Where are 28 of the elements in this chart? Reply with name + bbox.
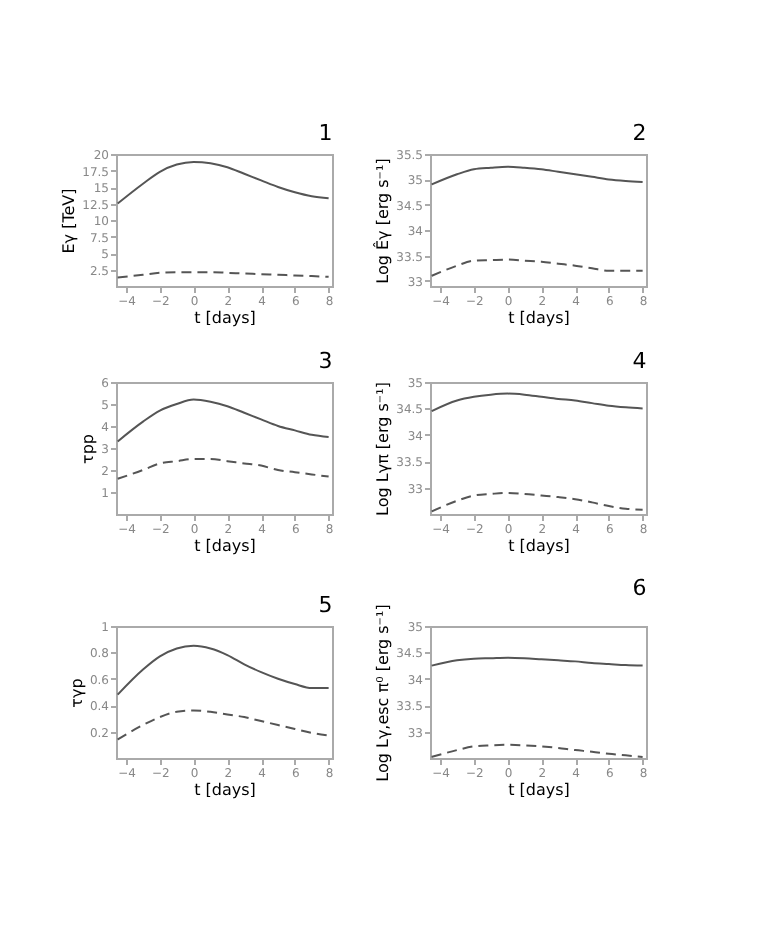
y-axis-title: Log Lγ,esc π⁰ [erg s⁻¹]	[374, 604, 393, 782]
line-series	[430, 165, 644, 186]
chart-title: 6	[632, 575, 647, 602]
y-axis-title: Log Êγ [erg s⁻¹]	[372, 158, 393, 284]
y-axis-title: Log Lγπ [erg s⁻¹]	[374, 382, 393, 516]
chart-title: 5	[318, 592, 333, 618]
y-axis-title: τpp	[79, 434, 98, 464]
line-series	[116, 160, 330, 205]
chart-title: 2	[632, 120, 647, 146]
line-series	[430, 258, 644, 277]
x-axis-title: t [days]	[508, 309, 570, 327]
chart-title: 4	[632, 348, 647, 374]
x-axis-title: t [days]	[194, 781, 256, 799]
y-axis-title: τγp	[67, 678, 86, 708]
x-axis-title: t [days]	[508, 781, 570, 799]
chart-title: 3	[318, 348, 333, 374]
line-series	[116, 709, 330, 741]
line-series	[430, 491, 644, 513]
x-axis-title: t [days]	[508, 537, 570, 555]
x-axis-title: t [days]	[194, 309, 256, 327]
y-axis-title: Eγ [TeV]	[60, 188, 79, 254]
x-axis-title: t [days]	[194, 537, 256, 555]
chart-title: 1	[318, 120, 333, 146]
line-series	[430, 743, 644, 758]
line-series	[116, 458, 330, 480]
line-series	[116, 398, 330, 443]
line-series	[430, 392, 644, 413]
line-series	[116, 644, 330, 696]
